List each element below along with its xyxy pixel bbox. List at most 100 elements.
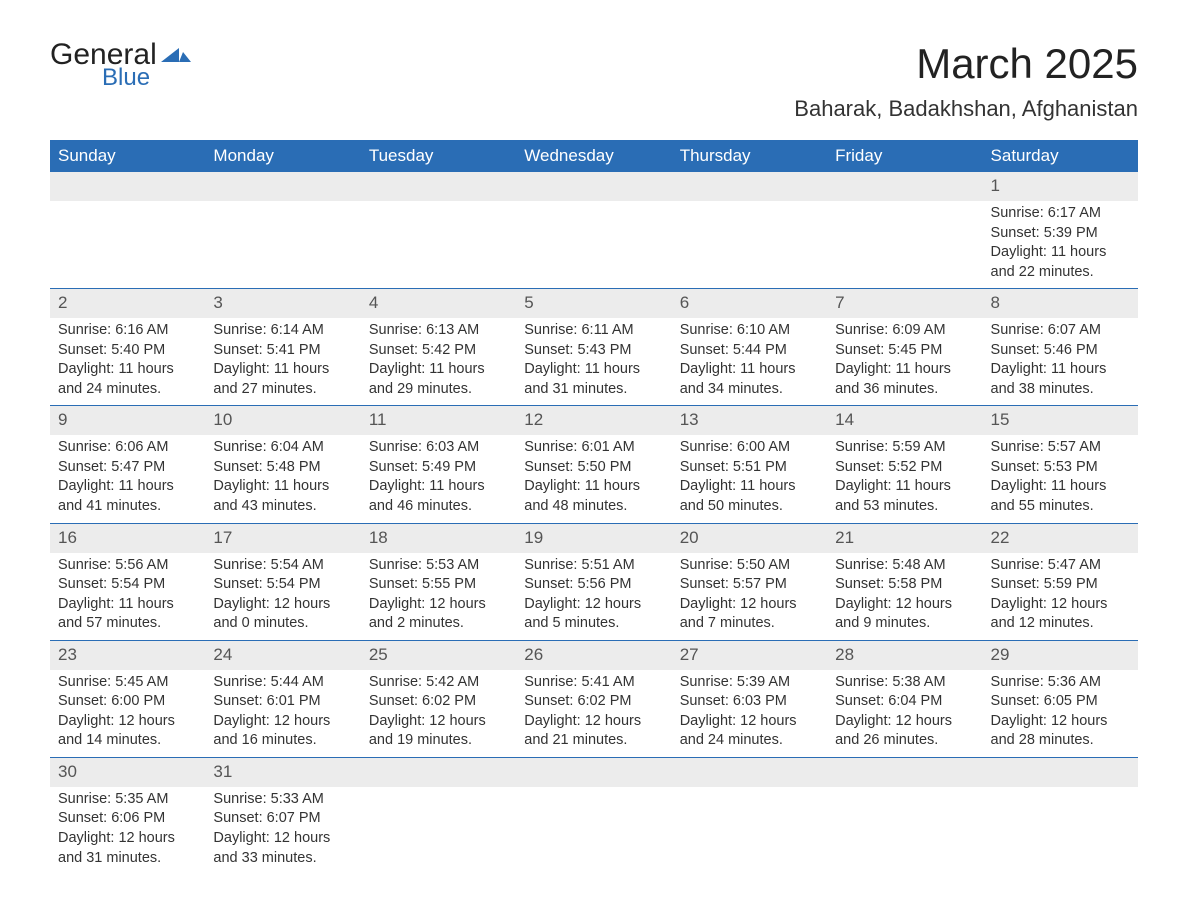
day-number-cell: 22 xyxy=(983,523,1138,552)
day-number-cell: 11 xyxy=(361,406,516,435)
day-number-cell: 29 xyxy=(983,640,1138,669)
sunset-text: Sunset: 6:02 PM xyxy=(524,692,663,712)
day-number-cell: 10 xyxy=(205,406,360,435)
day-body-cell: Sunrise: 5:44 AMSunset: 6:01 PMDaylight:… xyxy=(205,670,360,758)
daylight2-text: and 31 minutes. xyxy=(58,849,197,869)
day-body-cell xyxy=(50,201,205,289)
sunset-text: Sunset: 5:57 PM xyxy=(680,575,819,595)
weekday-header: Friday xyxy=(827,140,982,172)
day-body-cell xyxy=(672,201,827,289)
week-daynum-row: 9101112131415 xyxy=(50,406,1138,435)
sunset-text: Sunset: 5:43 PM xyxy=(524,341,663,361)
day-number: 9 xyxy=(50,406,205,435)
daylight1-text: Daylight: 11 hours xyxy=(58,477,197,497)
calendar-table: Sunday Monday Tuesday Wednesday Thursday… xyxy=(50,140,1138,874)
daylight1-text: Daylight: 11 hours xyxy=(991,360,1130,380)
sunrise-text: Sunrise: 5:50 AM xyxy=(680,556,819,576)
day-number-cell: 15 xyxy=(983,406,1138,435)
day-body-cell: Sunrise: 6:09 AMSunset: 5:45 PMDaylight:… xyxy=(827,318,982,406)
sunset-text: Sunset: 5:51 PM xyxy=(680,458,819,478)
day-body-cell xyxy=(827,787,982,874)
day-number-cell: 16 xyxy=(50,523,205,552)
sunrise-text: Sunrise: 6:17 AM xyxy=(991,204,1130,224)
week-body-row: Sunrise: 5:35 AMSunset: 6:06 PMDaylight:… xyxy=(50,787,1138,874)
daylight1-text: Daylight: 12 hours xyxy=(680,712,819,732)
day-number: 8 xyxy=(983,289,1138,318)
daylight1-text: Daylight: 11 hours xyxy=(991,477,1130,497)
weekday-header: Thursday xyxy=(672,140,827,172)
day-body-cell xyxy=(361,201,516,289)
sunset-text: Sunset: 5:45 PM xyxy=(835,341,974,361)
sunset-text: Sunset: 6:03 PM xyxy=(680,692,819,712)
day-body-cell: Sunrise: 5:48 AMSunset: 5:58 PMDaylight:… xyxy=(827,553,982,641)
day-number-cell: 1 xyxy=(983,172,1138,201)
sunrise-text: Sunrise: 6:03 AM xyxy=(369,438,508,458)
logo-shape-icon xyxy=(161,44,191,68)
daylight1-text: Daylight: 12 hours xyxy=(58,829,197,849)
day-number-cell xyxy=(516,172,671,201)
day-number: 26 xyxy=(516,641,671,670)
daylight1-text: Daylight: 11 hours xyxy=(369,360,508,380)
day-body-cell: Sunrise: 6:10 AMSunset: 5:44 PMDaylight:… xyxy=(672,318,827,406)
sunset-text: Sunset: 6:07 PM xyxy=(213,809,352,829)
day-number-cell xyxy=(827,172,982,201)
brand-name-part2: Blue xyxy=(102,66,191,90)
day-number-cell: 25 xyxy=(361,640,516,669)
day-body-cell xyxy=(205,201,360,289)
day-number-cell xyxy=(361,172,516,201)
day-body-cell xyxy=(983,787,1138,874)
day-number-cell: 31 xyxy=(205,757,360,786)
day-body-cell xyxy=(827,201,982,289)
day-body-cell: Sunrise: 5:38 AMSunset: 6:04 PMDaylight:… xyxy=(827,670,982,758)
day-body-cell: Sunrise: 5:45 AMSunset: 6:00 PMDaylight:… xyxy=(50,670,205,758)
day-body-cell: Sunrise: 6:06 AMSunset: 5:47 PMDaylight:… xyxy=(50,435,205,523)
daylight2-text: and 36 minutes. xyxy=(835,380,974,400)
daylight2-text: and 24 minutes. xyxy=(58,380,197,400)
sunrise-text: Sunrise: 5:54 AM xyxy=(213,556,352,576)
day-number-cell: 27 xyxy=(672,640,827,669)
daylight2-text: and 9 minutes. xyxy=(835,614,974,634)
day-body-cell: Sunrise: 6:04 AMSunset: 5:48 PMDaylight:… xyxy=(205,435,360,523)
day-number-cell: 6 xyxy=(672,289,827,318)
weekday-header: Monday xyxy=(205,140,360,172)
sunrise-text: Sunrise: 6:14 AM xyxy=(213,321,352,341)
daylight1-text: Daylight: 12 hours xyxy=(835,712,974,732)
day-number-cell: 30 xyxy=(50,757,205,786)
day-number: 30 xyxy=(50,758,205,787)
week-body-row: Sunrise: 5:56 AMSunset: 5:54 PMDaylight:… xyxy=(50,553,1138,641)
week-body-row: Sunrise: 6:17 AMSunset: 5:39 PMDaylight:… xyxy=(50,201,1138,289)
daylight1-text: Daylight: 11 hours xyxy=(680,360,819,380)
weekday-header: Wednesday xyxy=(516,140,671,172)
sunrise-text: Sunrise: 6:06 AM xyxy=(58,438,197,458)
day-body-cell: Sunrise: 5:57 AMSunset: 5:53 PMDaylight:… xyxy=(983,435,1138,523)
sunset-text: Sunset: 5:53 PM xyxy=(991,458,1130,478)
daylight2-text: and 55 minutes. xyxy=(991,497,1130,517)
sunrise-text: Sunrise: 5:39 AM xyxy=(680,673,819,693)
daylight1-text: Daylight: 12 hours xyxy=(524,595,663,615)
daylight1-text: Daylight: 12 hours xyxy=(58,712,197,732)
day-number: 1 xyxy=(983,172,1138,201)
week-body-row: Sunrise: 6:06 AMSunset: 5:47 PMDaylight:… xyxy=(50,435,1138,523)
sunset-text: Sunset: 5:49 PM xyxy=(369,458,508,478)
day-number-cell xyxy=(672,757,827,786)
sunrise-text: Sunrise: 5:53 AM xyxy=(369,556,508,576)
title-block: March 2025 Baharak, Badakhshan, Afghanis… xyxy=(794,40,1138,122)
sunset-text: Sunset: 5:44 PM xyxy=(680,341,819,361)
day-number-cell: 7 xyxy=(827,289,982,318)
daylight2-text: and 22 minutes. xyxy=(991,263,1130,283)
day-number-cell: 17 xyxy=(205,523,360,552)
daylight2-text: and 38 minutes. xyxy=(991,380,1130,400)
daylight1-text: Daylight: 12 hours xyxy=(213,712,352,732)
sunset-text: Sunset: 5:59 PM xyxy=(991,575,1130,595)
daylight2-text: and 26 minutes. xyxy=(835,731,974,751)
day-number-cell: 28 xyxy=(827,640,982,669)
day-number-cell: 26 xyxy=(516,640,671,669)
daylight2-text: and 21 minutes. xyxy=(524,731,663,751)
day-number-cell: 12 xyxy=(516,406,671,435)
day-number-cell: 4 xyxy=(361,289,516,318)
day-body-cell: Sunrise: 6:16 AMSunset: 5:40 PMDaylight:… xyxy=(50,318,205,406)
day-body-cell: Sunrise: 6:17 AMSunset: 5:39 PMDaylight:… xyxy=(983,201,1138,289)
daylight2-text: and 41 minutes. xyxy=(58,497,197,517)
sunset-text: Sunset: 5:50 PM xyxy=(524,458,663,478)
day-number: 5 xyxy=(516,289,671,318)
